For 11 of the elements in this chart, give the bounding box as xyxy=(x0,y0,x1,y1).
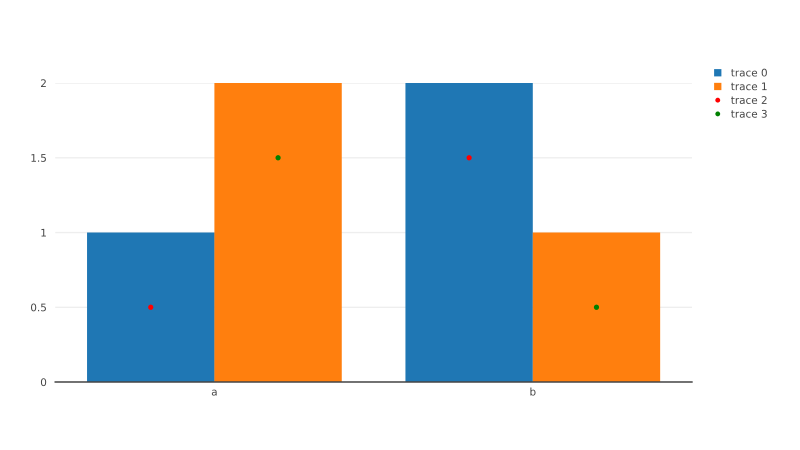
legend-label: trace 0 xyxy=(731,68,767,77)
y-tick-label: 2 xyxy=(41,79,46,87)
legend-label: trace 2 xyxy=(731,96,767,104)
legend-label: trace 3 xyxy=(731,110,767,118)
legend-label: trace 1 xyxy=(731,82,767,90)
y-tick-label: 0 xyxy=(40,378,46,386)
x-tick-label: b xyxy=(530,388,536,396)
y-tick-label: 1 xyxy=(41,228,46,236)
y-tick-label: 1.5 xyxy=(31,154,46,162)
y-tick-label: 0.5 xyxy=(30,303,46,312)
x-tick-label: a xyxy=(212,390,217,396)
